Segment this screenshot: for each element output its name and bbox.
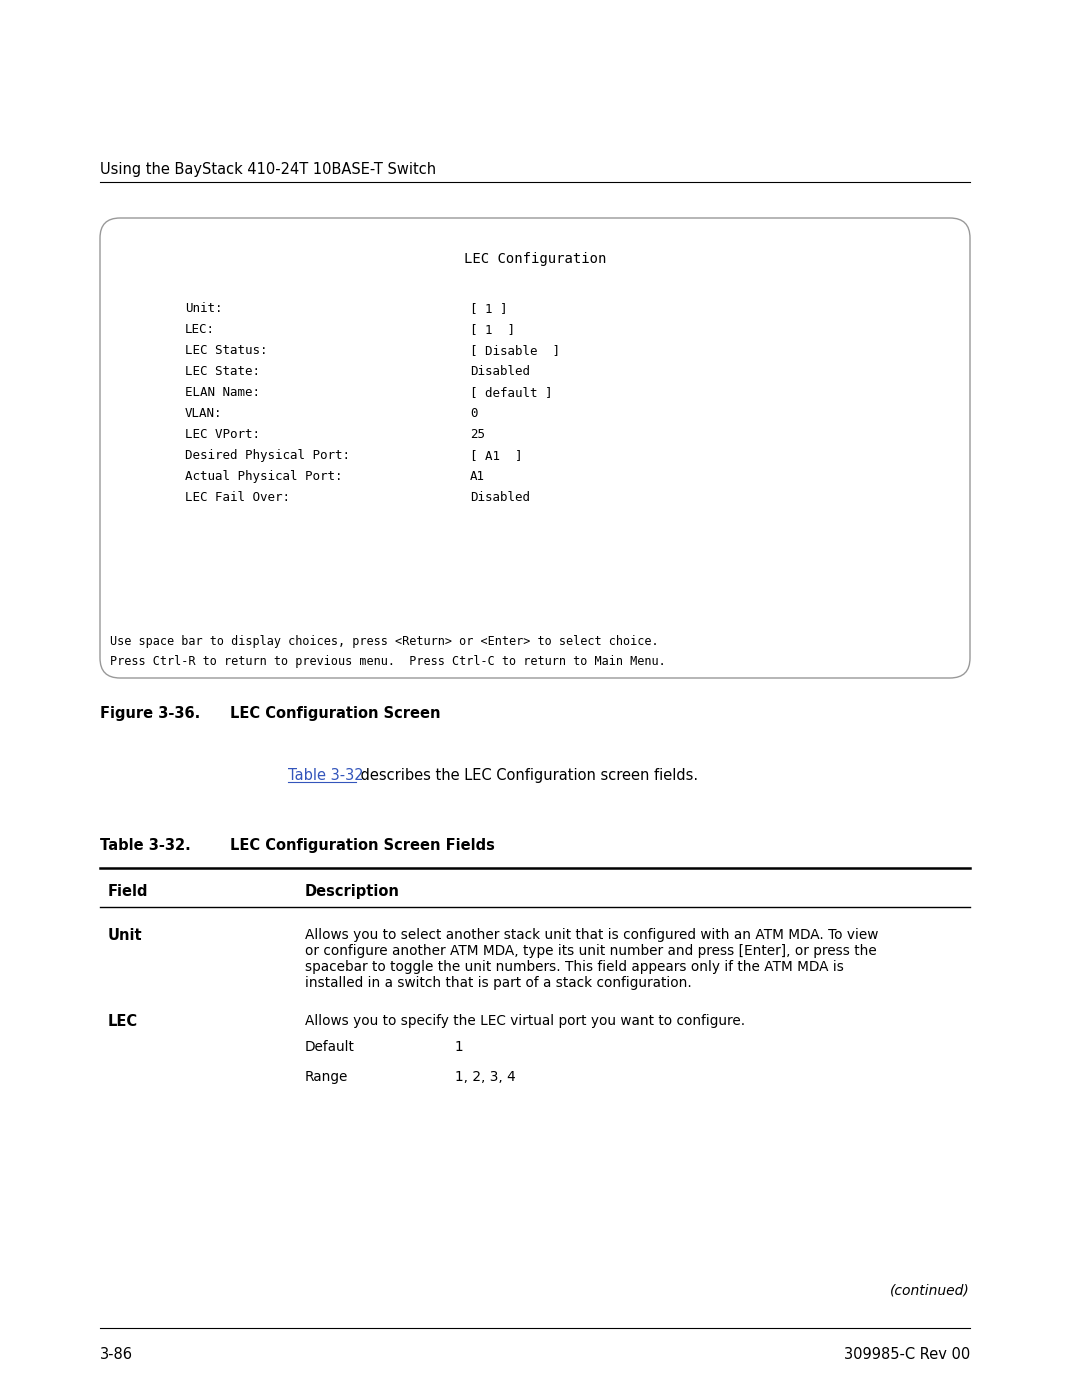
Text: Using the BayStack 410-24T 10BASE-T Switch: Using the BayStack 410-24T 10BASE-T Swit… bbox=[100, 162, 436, 177]
Text: LEC Status:: LEC Status: bbox=[185, 344, 268, 358]
Text: Table 3-32.: Table 3-32. bbox=[100, 838, 191, 854]
Text: LEC: LEC bbox=[108, 1014, 138, 1030]
Text: A1: A1 bbox=[470, 469, 485, 483]
Text: LEC:: LEC: bbox=[185, 323, 215, 337]
Text: 25: 25 bbox=[470, 427, 485, 441]
Text: or configure another ATM MDA, type its unit number and press [Enter], or press t: or configure another ATM MDA, type its u… bbox=[305, 944, 877, 958]
Text: installed in a switch that is part of a stack configuration.: installed in a switch that is part of a … bbox=[305, 977, 692, 990]
Text: Figure 3-36.: Figure 3-36. bbox=[100, 705, 200, 721]
Text: Default: Default bbox=[305, 1039, 355, 1053]
Text: [ 1 ]: [ 1 ] bbox=[470, 302, 508, 314]
Text: VLAN:: VLAN: bbox=[185, 407, 222, 420]
Text: Disabled: Disabled bbox=[470, 365, 530, 379]
Text: Allows you to specify the LEC virtual port you want to configure.: Allows you to specify the LEC virtual po… bbox=[305, 1014, 745, 1028]
Text: Unit: Unit bbox=[108, 928, 143, 943]
Text: LEC Configuration Screen: LEC Configuration Screen bbox=[230, 705, 441, 721]
Text: 1: 1 bbox=[455, 1039, 463, 1053]
Text: Field: Field bbox=[108, 884, 149, 900]
Text: Press Ctrl-R to return to previous menu.  Press Ctrl-C to return to Main Menu.: Press Ctrl-R to return to previous menu.… bbox=[110, 655, 665, 668]
Text: LEC Fail Over:: LEC Fail Over: bbox=[185, 490, 291, 504]
Text: Actual Physical Port:: Actual Physical Port: bbox=[185, 469, 342, 483]
FancyBboxPatch shape bbox=[100, 218, 970, 678]
Text: describes the LEC Configuration screen fields.: describes the LEC Configuration screen f… bbox=[356, 768, 698, 782]
Text: LEC Configuration Screen Fields: LEC Configuration Screen Fields bbox=[230, 838, 495, 854]
Text: [ Disable  ]: [ Disable ] bbox=[470, 344, 561, 358]
Text: ELAN Name:: ELAN Name: bbox=[185, 386, 260, 400]
Text: [ default ]: [ default ] bbox=[470, 386, 553, 400]
Text: Unit:: Unit: bbox=[185, 302, 222, 314]
Text: [ 1  ]: [ 1 ] bbox=[470, 323, 515, 337]
Text: (continued): (continued) bbox=[890, 1282, 970, 1296]
Text: Disabled: Disabled bbox=[470, 490, 530, 504]
Text: 309985-C Rev 00: 309985-C Rev 00 bbox=[843, 1347, 970, 1362]
Text: 0: 0 bbox=[470, 407, 477, 420]
Text: LEC VPort:: LEC VPort: bbox=[185, 427, 260, 441]
Text: Desired Physical Port:: Desired Physical Port: bbox=[185, 448, 350, 462]
Text: Description: Description bbox=[305, 884, 400, 900]
Text: LEC State:: LEC State: bbox=[185, 365, 260, 379]
Text: [ A1  ]: [ A1 ] bbox=[470, 448, 523, 462]
Text: 1, 2, 3, 4: 1, 2, 3, 4 bbox=[455, 1070, 516, 1084]
Text: Allows you to select another stack unit that is configured with an ATM MDA. To v: Allows you to select another stack unit … bbox=[305, 928, 878, 942]
Text: Use space bar to display choices, press <Return> or <Enter> to select choice.: Use space bar to display choices, press … bbox=[110, 636, 659, 648]
Text: Table 3-32: Table 3-32 bbox=[288, 768, 364, 782]
Text: spacebar to toggle the unit numbers. This field appears only if the ATM MDA is: spacebar to toggle the unit numbers. Thi… bbox=[305, 960, 843, 974]
Text: 3-86: 3-86 bbox=[100, 1347, 133, 1362]
Text: LEC Configuration: LEC Configuration bbox=[463, 251, 606, 265]
Text: Range: Range bbox=[305, 1070, 349, 1084]
